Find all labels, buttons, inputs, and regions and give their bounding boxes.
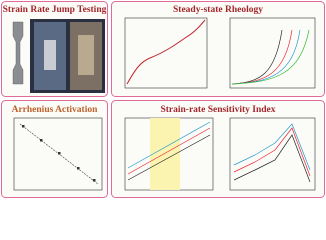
panel-title: Arrhenius Activation <box>12 105 98 115</box>
photo-detail <box>44 40 56 70</box>
graphical-abstract: Strain Rate Jump Testing Steady-state Rh… <box>1 1 325 198</box>
curve <box>126 19 206 85</box>
panel <box>111 100 325 198</box>
plot-frame <box>229 117 316 191</box>
panel <box>111 1 325 97</box>
curve <box>127 127 211 175</box>
photo-detail <box>78 35 94 75</box>
curve <box>233 127 311 177</box>
plot-frame <box>13 117 103 191</box>
plot-frame <box>124 17 208 89</box>
plot-frame <box>229 17 316 89</box>
panel-title: Strain Rate Jump Testing <box>3 5 107 15</box>
curve <box>233 123 311 171</box>
curve <box>233 134 311 183</box>
panel <box>1 100 108 198</box>
panel-title: Strain-rate Sensitivity Index <box>160 105 275 115</box>
specimen <box>12 21 24 85</box>
curve <box>127 134 211 181</box>
points <box>22 125 96 182</box>
curve <box>231 29 310 85</box>
curve <box>127 121 211 169</box>
panel-title: Steady-state Rheology <box>173 5 263 15</box>
